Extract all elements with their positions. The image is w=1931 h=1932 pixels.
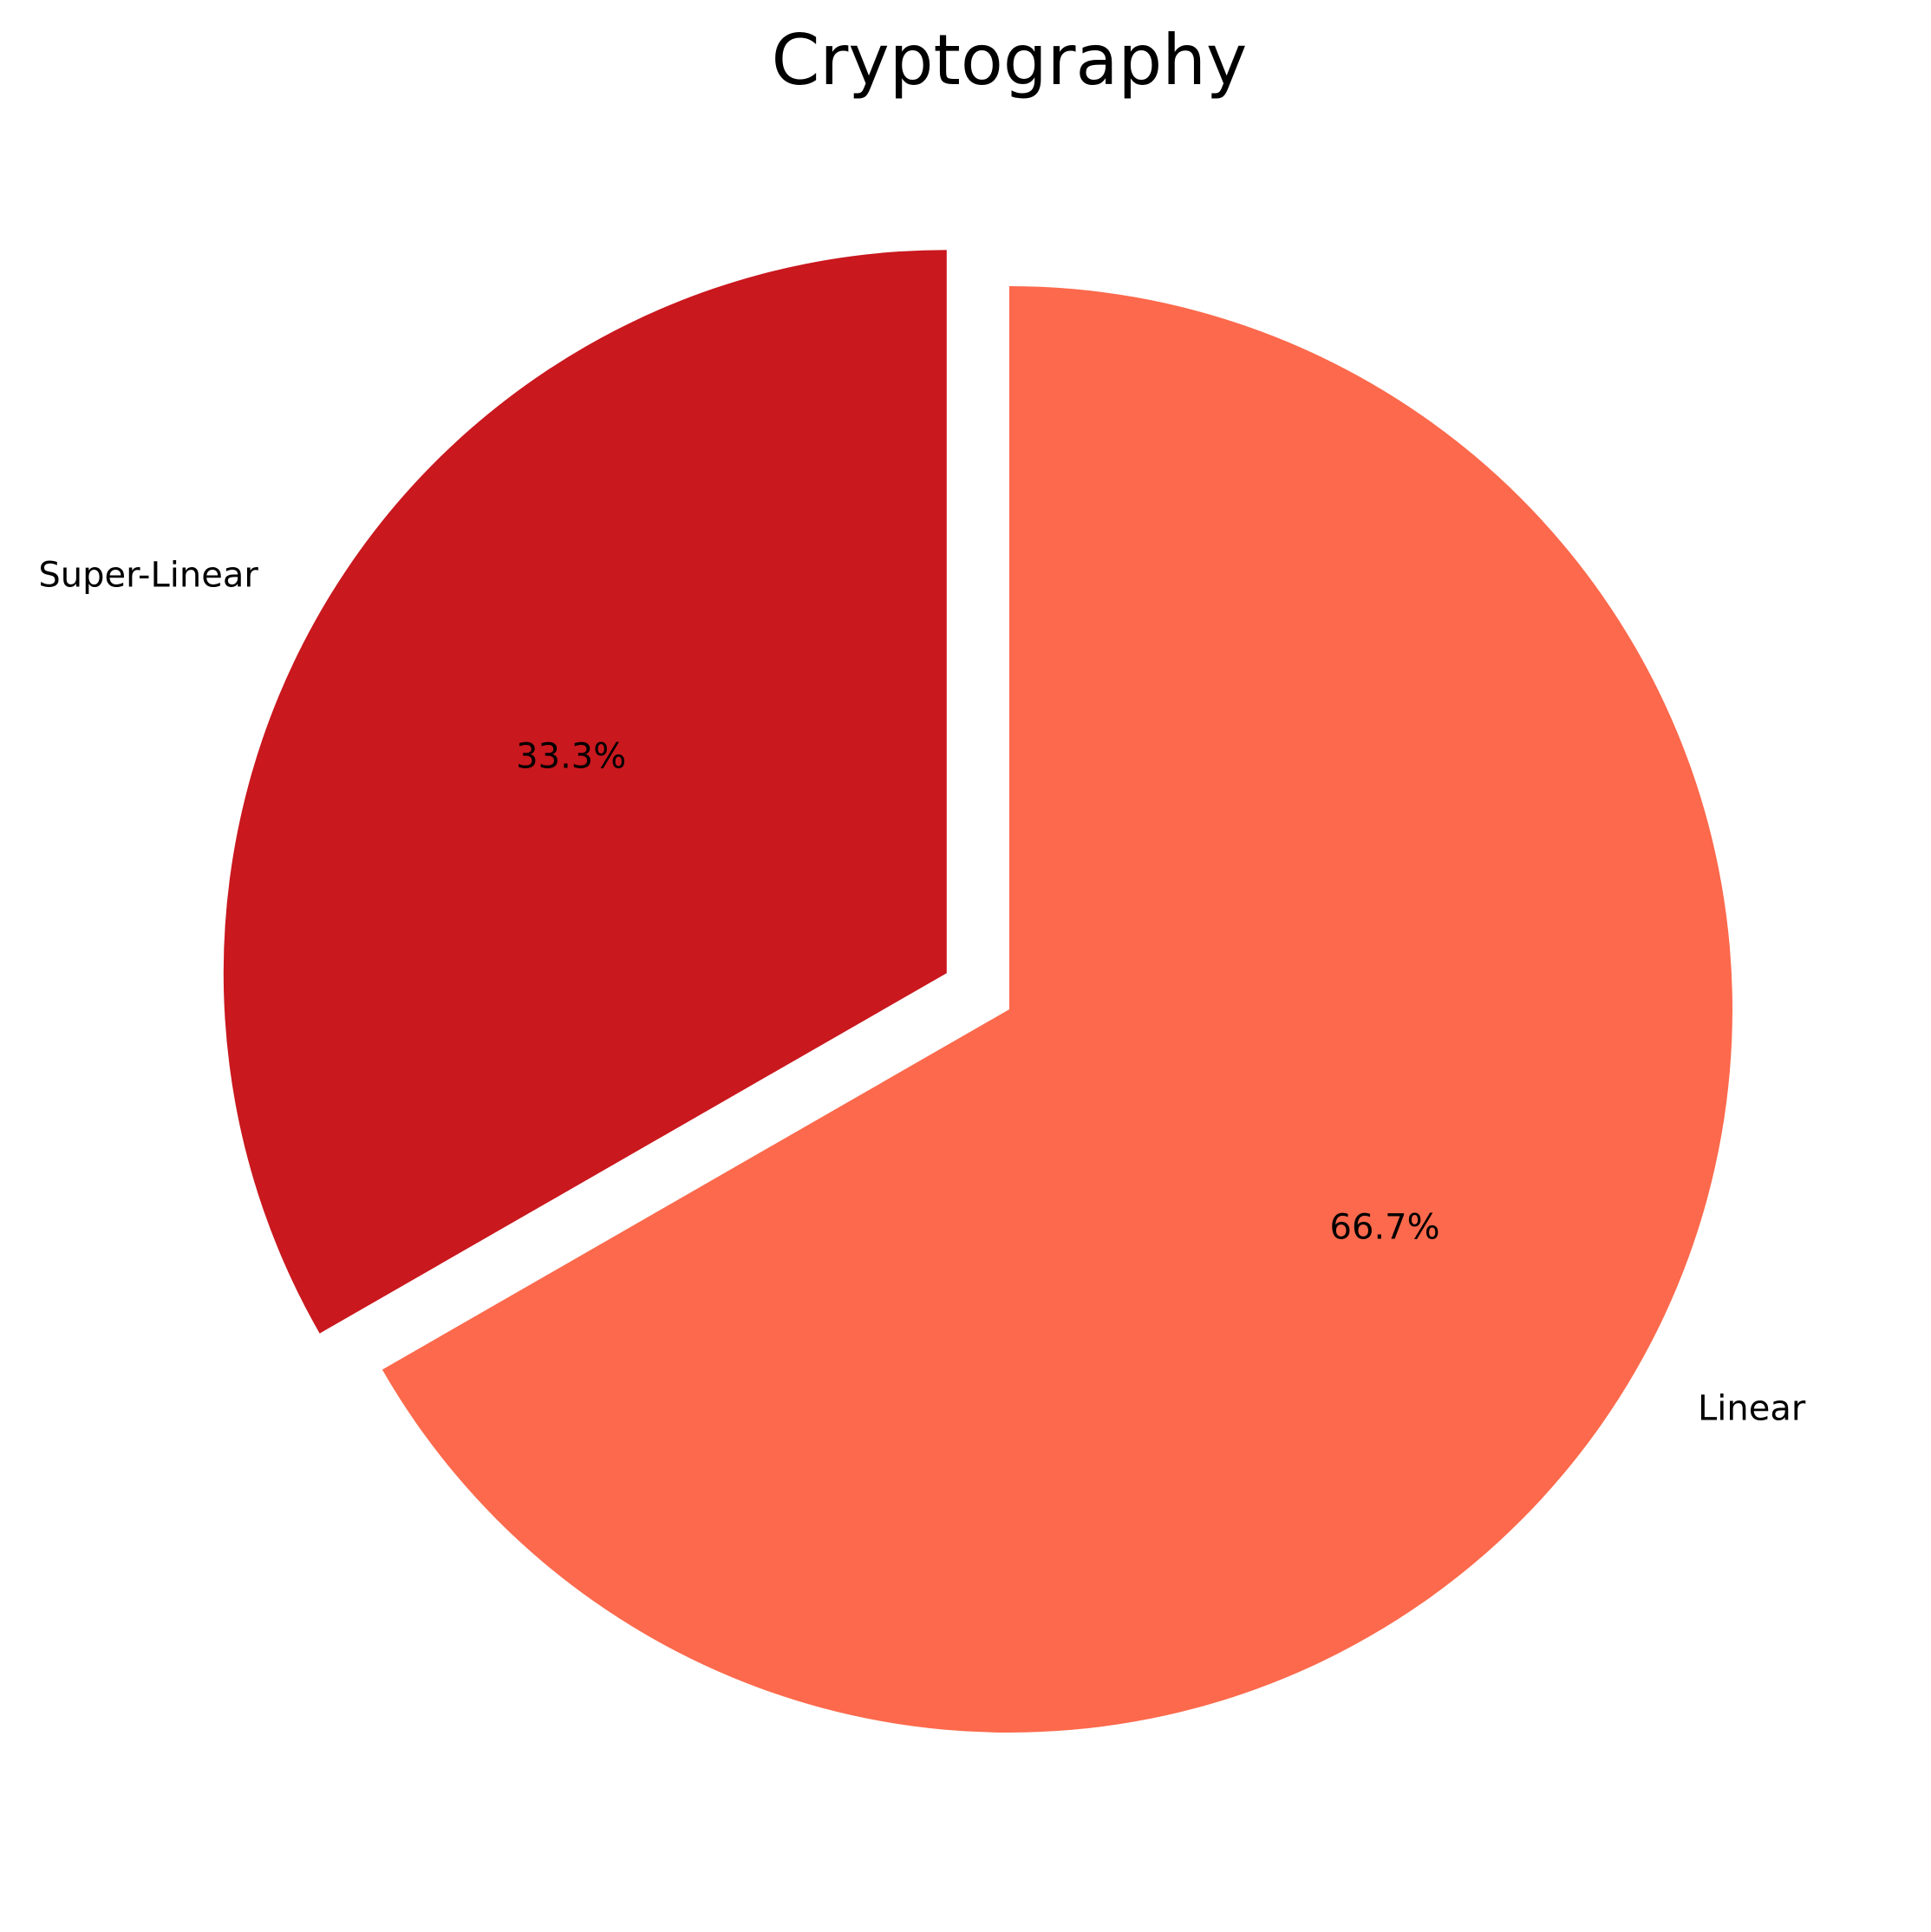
pie-labels: 33.3% Super-Linear 66.7% Linear <box>38 556 1805 1429</box>
pie-slices <box>223 250 1733 1733</box>
pie-slice-linear <box>382 286 1733 1733</box>
pie-value-label-linear: 66.7% <box>1330 1208 1440 1248</box>
pie-slice-super-linear <box>223 250 947 1334</box>
chart-title: Cryptography <box>772 20 1248 101</box>
pie-category-label-super-linear: Super-Linear <box>38 556 258 596</box>
pie-value-label-super-linear: 33.3% <box>516 737 626 777</box>
pie-category-label-linear: Linear <box>1698 1389 1806 1429</box>
